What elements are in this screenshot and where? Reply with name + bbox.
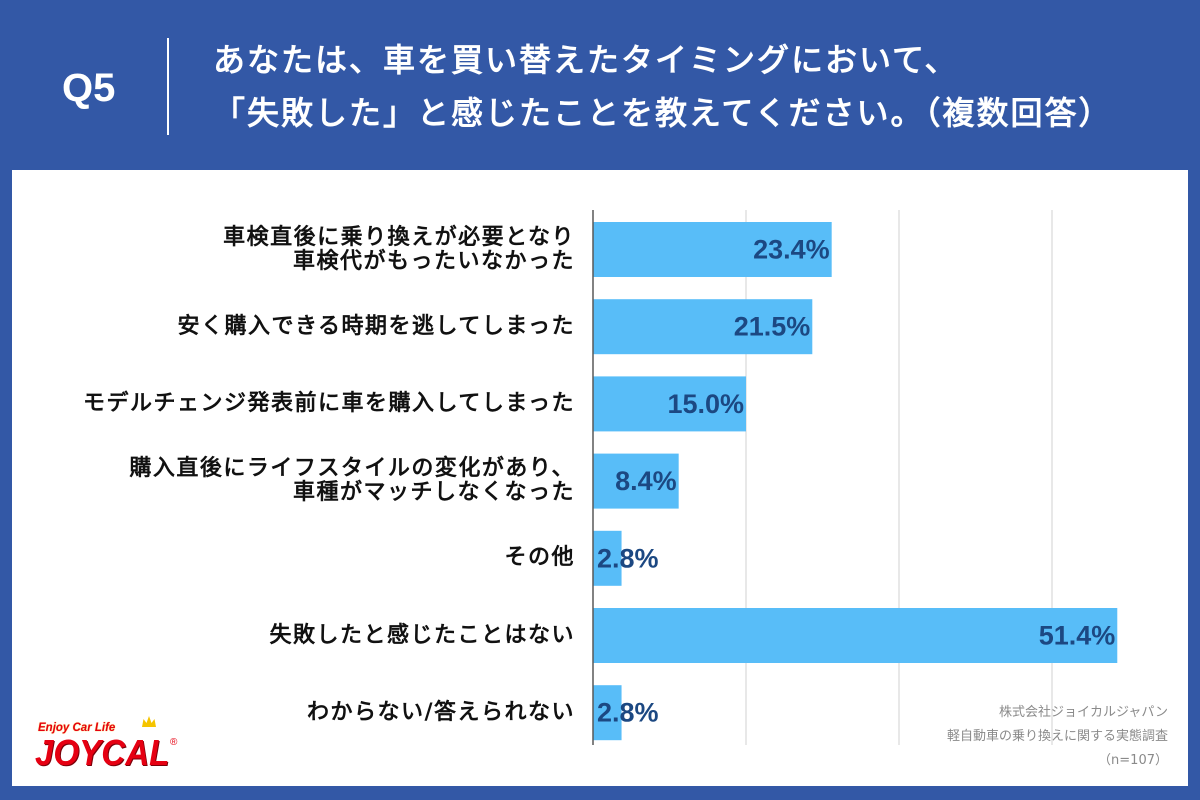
bar: [593, 608, 1118, 663]
category-label: モデルチェンジ発表前に車を購入してしまった: [83, 390, 575, 416]
joycal-logo: Enjoy Car Life JOYCAL ®: [34, 716, 194, 776]
value-label: 23.4%: [753, 235, 830, 265]
category-label: その他: [504, 545, 575, 571]
bar: [593, 376, 746, 432]
category-label: わからない/答えられない: [306, 699, 575, 725]
bar: [593, 685, 622, 741]
value-labels: 23.4% 21.5% 15.0% 8.4% 2.8% 51.4% 2.8%: [597, 235, 1115, 728]
category-labels: 車検直後に乗り換えが必要となり 車検代がもったいなかった安く購入できる時期を逃し…: [12, 170, 1188, 786]
question-text: あなたは、車を買い替えたタイミングにおいて、 「失敗した」と感じたことを教えてく…: [213, 41, 1113, 132]
source-note: 株式会社ジョイカルジャパン 軽自動車の乗り換えに関する実態調査 （n=107）: [947, 701, 1168, 773]
source-company: 株式会社ジョイカルジャパン: [998, 705, 1168, 720]
bar: [593, 222, 832, 277]
question-number: Q5: [62, 66, 116, 110]
registered-mark: ®: [170, 737, 178, 748]
value-label: 21.5%: [734, 312, 811, 342]
crown-icon: [142, 716, 156, 727]
chart-panel: 23.4% 21.5% 15.0% 8.4% 2.8% 51.4% 2.8% 車検直後に乗り…: [12, 170, 1188, 786]
value-label: 15.0%: [667, 389, 744, 419]
bar-chart: 23.4% 21.5% 15.0% 8.4% 2.8% 51.4% 2.8%: [592, 210, 1118, 745]
category-label: 失敗したと感じたことはない: [269, 622, 575, 648]
bar: [593, 453, 679, 509]
category-label: 車検直後に乗り換えが必要となり 車検代がもったいなかった: [223, 224, 575, 274]
header-divider: [167, 38, 169, 135]
category-label: 購入直後にライフスタイルの変化があり、 車種がマッチしなくなった: [129, 456, 575, 506]
bar: [593, 299, 813, 355]
value-label: 2.8%: [597, 698, 659, 728]
source-sample-size: （n=107）: [1098, 753, 1168, 768]
value-label: 8.4%: [615, 466, 677, 496]
bars: [593, 222, 1118, 741]
value-label: 2.8%: [597, 543, 659, 573]
source-survey-name: 軽自動車の乗り換えに関する実態調査: [946, 729, 1168, 744]
logo-tagline: Enjoy Car Life: [38, 722, 116, 734]
logo-wordmark: JOYCAL: [35, 732, 170, 773]
value-label: 51.4%: [1039, 621, 1116, 651]
category-label: 安く購入できる時期を逃してしまった: [177, 313, 575, 339]
bar: [593, 530, 622, 586]
